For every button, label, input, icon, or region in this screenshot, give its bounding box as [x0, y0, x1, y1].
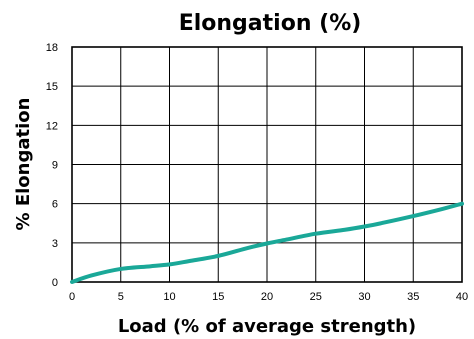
x-tick-label-6: 30	[358, 291, 370, 303]
x-tick-label-1: 5	[118, 291, 124, 303]
grid	[71, 46, 463, 283]
y-tick-label-0: 0	[52, 277, 58, 289]
plot-frame	[71, 46, 463, 283]
series-line	[70, 201, 464, 284]
x-tick-label-7: 35	[407, 291, 419, 303]
y-tick-label-3: 9	[52, 160, 58, 172]
x-axis-ticks: 0 5 10 15 20 25 30 35 40	[69, 291, 468, 303]
x-tick-label-4: 20	[261, 291, 273, 303]
x-tick-label-3: 15	[212, 291, 224, 303]
y-tick-label-4: 12	[46, 120, 58, 132]
y-tick-label-1: 3	[52, 238, 58, 250]
y-axis-ticks: 0 3 6 9 12 15 18	[46, 42, 58, 289]
x-axis-label: Load (% of average strength)	[118, 316, 416, 337]
x-tick-label-2: 10	[163, 291, 175, 303]
x-tick-label-5: 25	[310, 291, 322, 303]
y-tick-label-6: 18	[46, 42, 58, 54]
x-tick-label-0: 0	[69, 291, 75, 303]
y-axis-label: % Elongation	[13, 98, 34, 231]
y-tick-label-5: 15	[46, 81, 58, 93]
chart-title: Elongation (%)	[179, 11, 362, 36]
y-tick-label-2: 6	[52, 199, 58, 211]
x-tick-label-8: 40	[456, 291, 468, 303]
